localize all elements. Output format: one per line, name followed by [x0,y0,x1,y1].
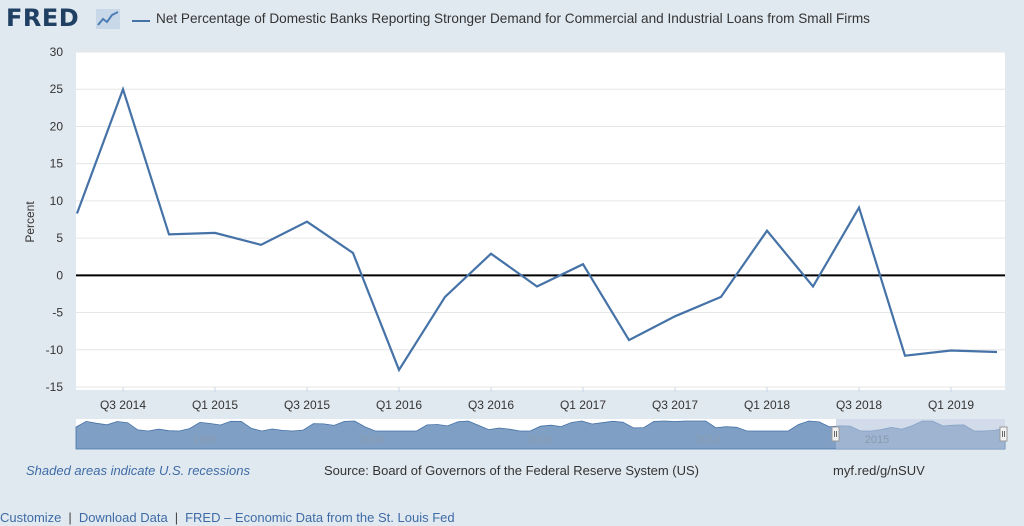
navigator-year-label: 1995 [193,434,217,446]
data-point[interactable] [443,294,448,299]
data-point[interactable] [121,87,126,92]
fred-logo[interactable]: FRED [6,4,80,32]
y-tick-label: -15 [46,380,64,394]
x-tick-label: Q3 2016 [468,398,514,412]
plot-background [76,52,1005,390]
x-tick-labels: Q3 2014 Q1 2015 Q3 2015 Q1 2016 Q3 2016 Q1 20… [100,387,974,412]
y-tick-label: 0 [56,268,63,282]
navigator[interactable]: 1995 2000 2005 2010 2015 [75,419,1008,450]
navigator-selected-range[interactable] [836,419,1005,449]
navigator-year-label: 2010 [696,434,720,446]
data-point[interactable] [903,353,908,358]
data-point[interactable] [489,251,494,256]
y-tick-label: 25 [50,82,64,96]
y-tick-label: 15 [50,157,64,171]
legend-series-title: Net Percentage of Domestic Banks Reporti… [156,11,870,26]
data-point[interactable] [75,211,80,216]
data-point[interactable] [305,219,310,224]
y-tick-label: -10 [46,343,64,357]
y-tick-label: 30 [50,45,64,59]
short-link[interactable]: myf.red/g/nSUV [833,463,925,478]
x-tick-label: Q3 2017 [652,398,698,412]
data-point[interactable] [719,294,724,299]
data-point[interactable] [581,262,586,267]
navigator-year-label: 2000 [360,434,384,446]
x-tick-label: Q3 2014 [100,398,146,412]
navigator-year-label: 2015 [865,434,889,446]
series-line [75,85,998,373]
y-tick-label: 10 [50,194,64,208]
y-tick-labels: 30 25 20 15 10 5 0 -5 -10 -15 [46,45,64,394]
source-credit: Source: Board of Governors of the Federa… [324,463,699,478]
footer-links: Customize | Download Data | FRED – Economic … [0,510,455,525]
chart-header: FRED Net Percentage of Domestic Banks Re… [0,0,1024,40]
data-point[interactable] [765,228,770,233]
data-point[interactable] [811,284,816,289]
download-data-link[interactable]: Download Data [78,510,168,525]
data-point[interactable] [167,232,172,237]
data-point[interactable] [627,338,632,343]
navigator-year-labels: 1995 2000 2005 2010 2015 [193,434,889,446]
data-point[interactable] [397,367,402,372]
x-tick-label: Q3 2015 [284,398,330,412]
data-point[interactable] [673,314,678,319]
fred-logo-graph-icon [96,9,120,29]
x-tick-label: Q1 2015 [192,398,238,412]
x-tick-label: Q1 2017 [560,398,606,412]
data-point[interactable] [949,348,954,353]
chart-notes: Shaded areas indicate U.S. recessions So… [0,463,1024,483]
navigator-year-label: 2005 [528,434,552,446]
data-point[interactable] [535,284,540,289]
legend-line-swatch [132,20,150,22]
data-point[interactable] [259,242,264,247]
data-point[interactable] [857,205,862,210]
x-tick-label: Q1 2016 [376,398,422,412]
data-point[interactable] [213,230,218,235]
navigator-right-handle[interactable] [999,426,1008,442]
navigator-left-handle[interactable] [831,426,840,442]
y-tick-label: -5 [52,306,63,320]
recession-note: Shaded areas indicate U.S. recessions [26,463,251,478]
customize-link[interactable]: Customize [0,510,62,525]
y-tick-label: 5 [56,231,63,245]
data-point[interactable] [995,350,1000,355]
x-tick-label: Q1 2019 [928,398,974,412]
fred-home-link[interactable]: FRED – Economic Data from the St. Louis … [185,510,455,525]
y-tick-label: 20 [50,119,64,133]
data-point[interactable] [351,251,356,256]
x-tick-label: Q1 2018 [744,398,790,412]
x-tick-label: Q3 2018 [836,398,882,412]
y-axis-label: Percent [23,201,37,243]
